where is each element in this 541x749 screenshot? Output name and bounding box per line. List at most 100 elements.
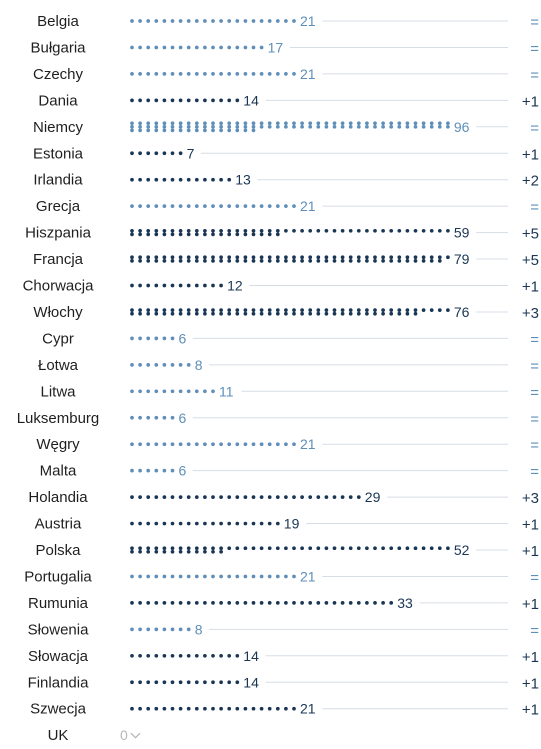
chart-row: Belgia 21 =: [37, 13, 539, 31]
dot: [154, 98, 159, 103]
dot: [194, 680, 199, 685]
dot: [211, 98, 215, 103]
dot: [162, 680, 167, 685]
dot: [138, 98, 142, 103]
dot: [259, 311, 264, 316]
dot: [413, 546, 418, 551]
dot: [243, 495, 248, 499]
dot: [154, 19, 159, 23]
dot: [186, 653, 191, 658]
dot: [138, 128, 142, 133]
dot: [251, 546, 256, 551]
dot: [146, 232, 151, 237]
dot: [178, 259, 183, 263]
dot: [227, 442, 232, 447]
dot: [146, 549, 151, 554]
dot: [437, 259, 442, 263]
dot: [259, 121, 264, 126]
value-label: 21: [300, 198, 316, 214]
dot: [154, 177, 159, 182]
chevron-down-icon: [130, 732, 141, 739]
country-label: Niemcy: [33, 119, 84, 136]
dot: [194, 232, 199, 237]
dot: [332, 311, 337, 316]
dot: [227, 653, 232, 658]
country-label: Hiszpania: [25, 225, 92, 242]
dot: [421, 124, 426, 129]
value-label: 21: [300, 701, 316, 717]
dot: [211, 283, 215, 288]
dot: [146, 574, 151, 579]
dot: [381, 259, 385, 263]
dot: [275, 308, 280, 312]
dot: [211, 72, 215, 76]
dot: [251, 204, 256, 208]
dot: [219, 442, 223, 447]
dot: [203, 549, 207, 554]
dot: [243, 442, 248, 447]
value-label: 14: [243, 674, 259, 690]
dot: [284, 204, 288, 208]
dot: [211, 228, 215, 233]
dot: [316, 255, 321, 260]
change-label: +1: [522, 649, 539, 666]
dot: [300, 308, 304, 312]
dot: [211, 19, 215, 23]
dot: [292, 259, 296, 263]
dot: [421, 121, 426, 126]
dot: [203, 232, 207, 237]
dot: [170, 468, 175, 473]
dot: [154, 121, 159, 126]
dot: [437, 121, 442, 126]
dot: [267, 232, 272, 237]
dot: [219, 574, 223, 579]
dot: [324, 311, 329, 316]
dot: [162, 232, 167, 237]
dot: [138, 177, 142, 182]
dot: [186, 495, 191, 499]
dot: [235, 601, 240, 605]
dot: [219, 72, 223, 76]
dot: [154, 415, 159, 420]
dot: [243, 311, 248, 316]
dot: [130, 232, 134, 237]
chart-row: Niemcy 96 =: [33, 119, 539, 137]
dot: [235, 72, 240, 76]
dot: [332, 308, 337, 312]
dot: [292, 124, 296, 129]
dot: [243, 308, 248, 312]
value-label: 11: [219, 383, 234, 399]
dot: [251, 45, 256, 50]
chart-row: Słowacja 14 +1: [28, 648, 539, 666]
country-label: Rumunia: [28, 595, 89, 612]
dot: [429, 308, 434, 312]
dot: [170, 204, 175, 208]
dot: [405, 121, 410, 126]
dot: [130, 128, 134, 133]
dot: [421, 228, 426, 233]
dot: [186, 574, 191, 579]
dot: [429, 255, 434, 260]
change-label: =: [530, 67, 539, 84]
dot: [170, 495, 175, 499]
dot: [316, 259, 321, 263]
dot: [146, 468, 151, 473]
dot: [194, 124, 199, 129]
dot: [130, 311, 134, 316]
dot: [178, 232, 183, 237]
dot: [178, 177, 183, 182]
dot: [324, 495, 329, 499]
dot: [178, 442, 183, 447]
country-label: Dania: [38, 92, 78, 109]
dot: [130, 389, 134, 394]
dot: [178, 255, 183, 260]
country-label: Łotwa: [38, 357, 79, 374]
dot: [162, 259, 167, 263]
dot: [284, 124, 288, 129]
dot: [203, 521, 207, 526]
dot: [130, 45, 134, 50]
dot: [381, 124, 385, 129]
dot: [332, 601, 337, 605]
country-label: Holandia: [28, 489, 88, 506]
dot: [308, 495, 313, 499]
